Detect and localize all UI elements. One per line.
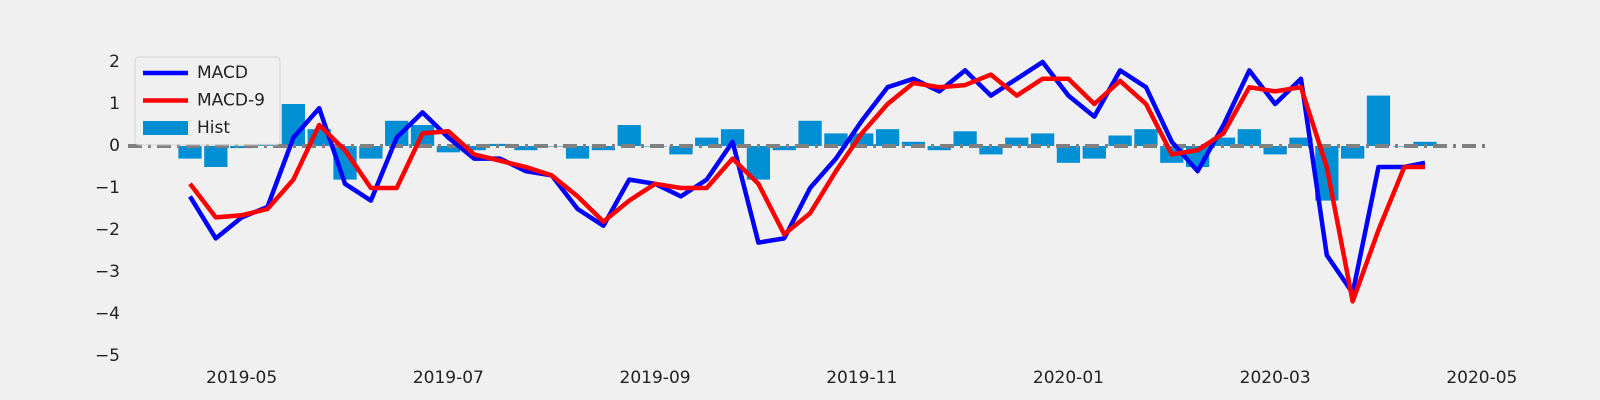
hist-bar — [385, 120, 409, 146]
hist-bar — [1289, 137, 1313, 146]
hist-bar — [1263, 146, 1287, 155]
x-tick-label: 2019-11 — [826, 368, 897, 388]
x-tick-label: 2020-03 — [1240, 368, 1311, 388]
y-tick-label: −4 — [95, 304, 120, 324]
hist-bar — [720, 129, 745, 146]
y-tick-label: −5 — [95, 346, 120, 366]
hist-bar — [669, 146, 693, 155]
hist-bar — [875, 129, 900, 146]
line — [188, 72, 1425, 304]
hist-bar — [824, 133, 848, 146]
hist-bar — [462, 146, 486, 151]
hist-bar — [901, 141, 926, 146]
hist-bar — [565, 146, 590, 159]
hist-bar — [1134, 129, 1158, 146]
hist-bar — [1056, 146, 1081, 163]
hist-bar — [617, 125, 641, 146]
legend-label: Hist — [197, 118, 230, 138]
hist-bar — [436, 146, 460, 153]
hist-bar — [798, 120, 822, 146]
legend-label: MACD — [197, 63, 248, 83]
hist-bar — [591, 146, 616, 151]
hist-bar — [746, 146, 771, 180]
hist-bar — [1030, 133, 1055, 146]
line — [188, 59, 1426, 296]
legend-label: MACD-9 — [197, 91, 265, 111]
hist-bar — [488, 143, 512, 146]
hist-bar — [1341, 146, 1365, 159]
y-tick-label: 0 — [109, 136, 120, 156]
hist-bar — [178, 146, 202, 159]
x-tick-label: 2020-01 — [1033, 368, 1104, 388]
hist-bar — [230, 146, 254, 149]
hist-bar — [1082, 146, 1106, 159]
hist-bar — [1211, 137, 1236, 146]
x-tick-label: 2019-07 — [413, 368, 484, 388]
x-tick-label: 2020-05 — [1446, 368, 1517, 388]
hist-bar — [1005, 137, 1029, 146]
hist-bar — [927, 146, 951, 151]
hist-bar — [1366, 95, 1391, 146]
hist-bar — [953, 131, 977, 146]
y-tick-label: 1 — [109, 94, 120, 114]
y-tick-label: 2 — [109, 52, 120, 72]
hist-bar — [540, 146, 564, 147]
hist-bar — [979, 146, 1003, 155]
hist-bar — [695, 137, 719, 146]
legend-swatch — [143, 121, 188, 135]
hist-bar — [1237, 129, 1261, 146]
hist-bar — [514, 146, 538, 151]
y-tick-label: −3 — [95, 262, 120, 282]
hist-bar — [1108, 135, 1132, 146]
legend: MACD MACD-9 Hist — [134, 56, 281, 146]
y-tick-label: −2 — [95, 220, 120, 240]
x-tick-label: 2019-09 — [620, 368, 691, 388]
x-tick-label: 2019-05 — [206, 368, 277, 388]
hist-bar — [772, 146, 796, 151]
hist-bar — [1413, 141, 1437, 146]
hist-bar — [281, 104, 305, 146]
y-tick-label: −1 — [95, 178, 120, 198]
hist-bar — [204, 146, 228, 167]
hist-bar — [359, 146, 383, 159]
